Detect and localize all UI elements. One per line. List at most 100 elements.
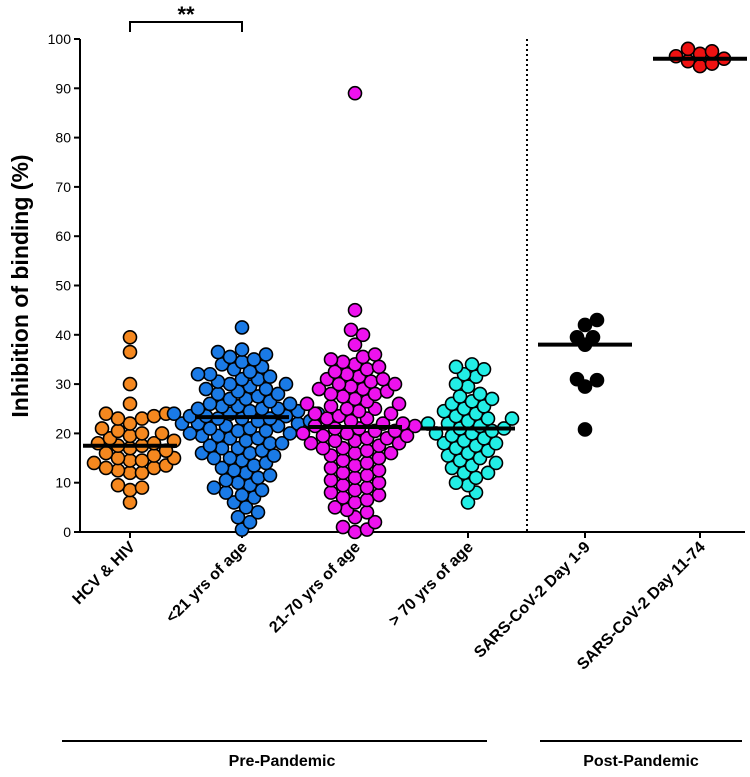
- data-point: [110, 477, 126, 493]
- data-point: [359, 492, 375, 508]
- data-point: [307, 406, 323, 421]
- data-point: [266, 448, 282, 463]
- data-point: [98, 406, 114, 421]
- data-point: [347, 524, 363, 540]
- data-point: [335, 519, 351, 535]
- data-point: [488, 435, 504, 451]
- significance-label: **: [177, 2, 195, 27]
- data-point: [303, 435, 319, 451]
- x-tick-label: SARS-CoV-2 Day 1-9: [471, 539, 594, 662]
- data-point: [198, 381, 214, 397]
- data-point: [122, 416, 138, 431]
- data-point: [359, 455, 375, 471]
- x-tick-label: SARS-CoV-2 Day 11-74: [574, 539, 709, 674]
- data-point: [359, 362, 375, 377]
- data-point: [146, 460, 162, 476]
- data-point: [202, 396, 218, 412]
- data-point: [347, 482, 363, 498]
- data-point: [680, 53, 696, 69]
- data-point: [230, 509, 246, 525]
- data-point: [254, 482, 270, 498]
- y-tick-label: 0: [63, 524, 71, 540]
- data-point: [448, 376, 464, 392]
- y-axis-label: Inhibition of binding (%): [7, 154, 33, 417]
- data-point: [407, 418, 423, 434]
- data-point: [146, 408, 162, 424]
- data-point: [222, 376, 238, 392]
- data-point: [206, 480, 222, 495]
- pre-pandemic-label: Pre-Pandemic: [229, 753, 336, 770]
- data-point: [278, 376, 294, 392]
- data-point: [335, 354, 351, 370]
- data-point: [262, 468, 278, 483]
- data-point: [589, 372, 605, 388]
- data-point: [347, 470, 363, 486]
- data-point: [476, 362, 492, 377]
- data-point: [110, 423, 126, 439]
- y-tick-label: 100: [48, 31, 72, 47]
- data-point: [484, 423, 500, 439]
- data-point: [335, 490, 351, 505]
- x-axis: HCV & HIV <21 yrs of age 21-70 yrs of age >…: [70, 531, 745, 674]
- data-point: [90, 435, 106, 451]
- data-point: [122, 344, 138, 360]
- data-point: [472, 386, 488, 402]
- data-point: [569, 329, 585, 345]
- data-point: [347, 458, 363, 473]
- data-point: [222, 349, 238, 365]
- data-point: [295, 426, 311, 441]
- y-tick-label: 40: [55, 327, 71, 343]
- data-point: [86, 455, 102, 471]
- data-point: [122, 396, 138, 412]
- data-point: [363, 374, 379, 389]
- data-point: [214, 460, 230, 476]
- data-point: [448, 475, 464, 491]
- data-point: [585, 329, 601, 345]
- data-point: [359, 443, 375, 458]
- data-point: [668, 48, 684, 64]
- data-point: [134, 453, 150, 468]
- data-point: [246, 352, 262, 367]
- data-point: [242, 514, 258, 530]
- data-point: [311, 381, 327, 397]
- data-point: [347, 302, 363, 318]
- data-point: [460, 495, 476, 510]
- data-point: [448, 359, 464, 375]
- data-point: [122, 376, 138, 392]
- data-point: [190, 401, 206, 417]
- data-point: [122, 482, 138, 498]
- data-point: [250, 470, 266, 486]
- data-point: [371, 475, 387, 491]
- y-tick-label: 60: [55, 228, 71, 244]
- data-point: [323, 460, 339, 476]
- data-point: [190, 366, 206, 382]
- data-point: [355, 327, 371, 343]
- data-point: [335, 465, 351, 481]
- data-point: [242, 445, 258, 461]
- data-point: [110, 463, 126, 478]
- data-point: [371, 359, 387, 375]
- data-point: [383, 445, 399, 461]
- data-point: [122, 440, 138, 456]
- data-point: [577, 317, 593, 333]
- data-point: [122, 428, 138, 444]
- data-point: [335, 453, 351, 468]
- data-point: [234, 354, 250, 370]
- data-point: [299, 396, 315, 412]
- data-point: [315, 440, 331, 456]
- significance-bracket: [129, 21, 243, 32]
- y-tick-label: 80: [55, 130, 71, 146]
- data-point: [383, 406, 399, 421]
- data-point: [692, 58, 708, 74]
- data-point: [202, 438, 218, 454]
- data-point: [323, 352, 339, 367]
- data-point: [371, 450, 387, 466]
- data-point: [246, 458, 262, 473]
- data-point: [371, 463, 387, 478]
- data-point: [484, 391, 500, 407]
- data-point: [704, 44, 720, 59]
- data-point: [262, 369, 278, 385]
- data-point: [110, 450, 126, 466]
- data-point: [250, 504, 266, 520]
- data-point: [327, 433, 343, 449]
